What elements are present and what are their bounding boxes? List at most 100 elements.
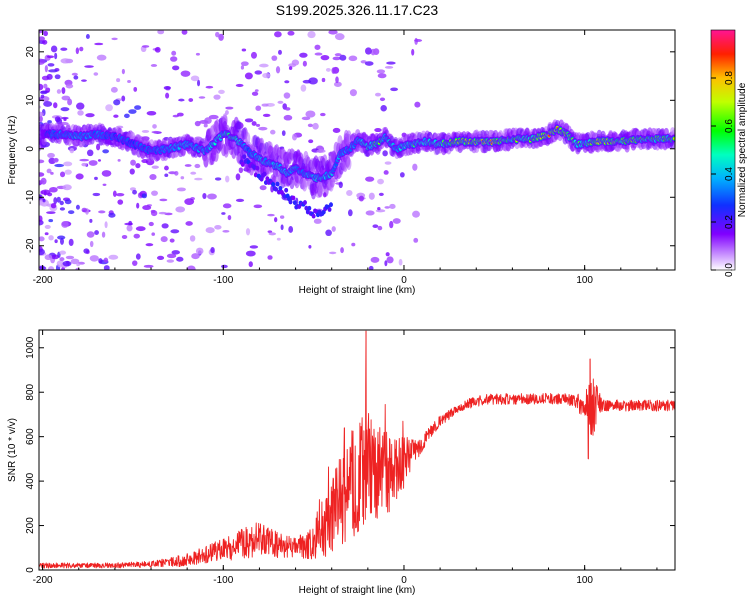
noise-blob xyxy=(65,255,75,260)
noise-blob xyxy=(189,235,196,242)
noise-blob xyxy=(181,30,188,35)
ridge-branch xyxy=(265,176,270,182)
noise-blob xyxy=(161,223,169,229)
noise-blob xyxy=(81,162,87,167)
noise-blob xyxy=(329,251,337,255)
noise-blob xyxy=(270,185,274,193)
snr-x-tick-label: 0 xyxy=(401,575,407,586)
noise-blob xyxy=(254,70,263,75)
noise-blob xyxy=(44,254,53,261)
noise-blob xyxy=(135,226,146,232)
snr-y-tick-label: 200 xyxy=(25,517,36,534)
noise-blob xyxy=(76,102,85,110)
noise-blob xyxy=(39,215,43,222)
noise-blob xyxy=(375,92,381,97)
noise-blob xyxy=(39,83,44,91)
colorbar-label: Normalized spectral amplitude xyxy=(737,82,748,217)
snr-x-tick-label: 100 xyxy=(576,575,593,586)
noise-blob xyxy=(283,92,291,99)
noise-blob xyxy=(203,123,208,128)
spectrogram-y-tick-label: -10 xyxy=(25,190,36,205)
noise-blob xyxy=(340,247,344,254)
noise-blob xyxy=(334,53,342,57)
noise-blob xyxy=(194,163,201,169)
noise-blob xyxy=(62,184,72,191)
noise-blob xyxy=(205,85,214,89)
noise-blob xyxy=(56,89,62,94)
noise-blob xyxy=(151,130,160,134)
noise-blob xyxy=(39,180,45,184)
spectrogram-x-axis-label: Height of straight line (km) xyxy=(299,285,416,296)
ridge-branch xyxy=(262,171,267,177)
noise-blob xyxy=(370,48,376,56)
noise-blob xyxy=(385,252,390,257)
noise-blob xyxy=(240,61,249,66)
noise-blob xyxy=(299,52,308,58)
noise-blob xyxy=(62,260,72,267)
noise-blob xyxy=(376,69,386,74)
ridge-branch xyxy=(291,195,296,201)
noise-blob xyxy=(331,67,336,74)
ridge-branch xyxy=(255,165,260,171)
noise-blob xyxy=(180,176,185,180)
noise-blob xyxy=(184,164,192,167)
noise-blob xyxy=(412,163,418,171)
noise-blob xyxy=(288,66,293,71)
noise-blob xyxy=(44,65,48,73)
noise-blob xyxy=(215,31,220,38)
noise-blob xyxy=(116,78,121,83)
noise-blob xyxy=(207,193,217,200)
spectrogram-y-axis-label: Frequency (Hz) xyxy=(7,116,18,185)
snr-y-tick-label: 1000 xyxy=(25,336,36,359)
noise-blob xyxy=(302,79,312,84)
ridge-branch xyxy=(327,207,332,212)
noise-blob xyxy=(368,265,374,270)
noise-blob xyxy=(262,113,271,118)
noise-blob xyxy=(146,110,157,116)
snr-x-tick-label: -200 xyxy=(33,575,53,586)
snr-y-tick-label: 400 xyxy=(25,472,36,489)
noise-blob xyxy=(42,199,46,203)
noise-blob xyxy=(194,120,201,127)
noise-blob xyxy=(253,204,263,209)
noise-blob xyxy=(103,265,110,270)
noise-blob xyxy=(281,130,286,137)
noise-blob xyxy=(127,79,131,83)
noise-blob xyxy=(94,42,104,46)
noise-blob xyxy=(347,209,353,217)
colorbar-tick-label: 0.8 xyxy=(724,71,735,85)
noise-blob xyxy=(43,30,48,37)
noise-blob xyxy=(378,192,384,196)
noise-blob xyxy=(238,167,244,174)
noise-blob xyxy=(372,224,379,228)
noise-blob xyxy=(333,81,342,87)
noise-blob xyxy=(39,159,45,164)
noise-blob xyxy=(50,171,54,175)
noise-blob xyxy=(335,76,339,84)
noise-blob xyxy=(54,116,61,123)
noise-blob xyxy=(61,95,71,101)
colorbar-tick-label: 0.2 xyxy=(724,215,735,229)
noise-blob xyxy=(98,258,103,264)
noise-blob xyxy=(142,205,152,211)
noise-blob xyxy=(255,123,261,127)
noise-blob xyxy=(42,39,48,45)
noise-blob xyxy=(89,218,93,223)
noise-blob xyxy=(278,49,282,55)
noise-blob xyxy=(56,260,65,268)
ridge-branch xyxy=(259,176,264,182)
noise-blob xyxy=(43,83,48,89)
noise-blob xyxy=(185,221,193,226)
noise-blob xyxy=(54,52,58,60)
noise-blob xyxy=(64,199,72,205)
colorbar-ticks: 0.00.20.40.60.8 xyxy=(711,71,735,277)
noise-blob xyxy=(111,37,118,41)
noise-blob xyxy=(414,39,423,42)
noise-blob xyxy=(60,58,71,64)
noise-blob xyxy=(69,147,75,154)
noise-blob xyxy=(227,214,232,221)
noise-blob xyxy=(384,206,391,209)
noise-blob xyxy=(59,257,65,262)
noise-blob xyxy=(39,144,42,152)
noise-blob xyxy=(380,105,387,112)
